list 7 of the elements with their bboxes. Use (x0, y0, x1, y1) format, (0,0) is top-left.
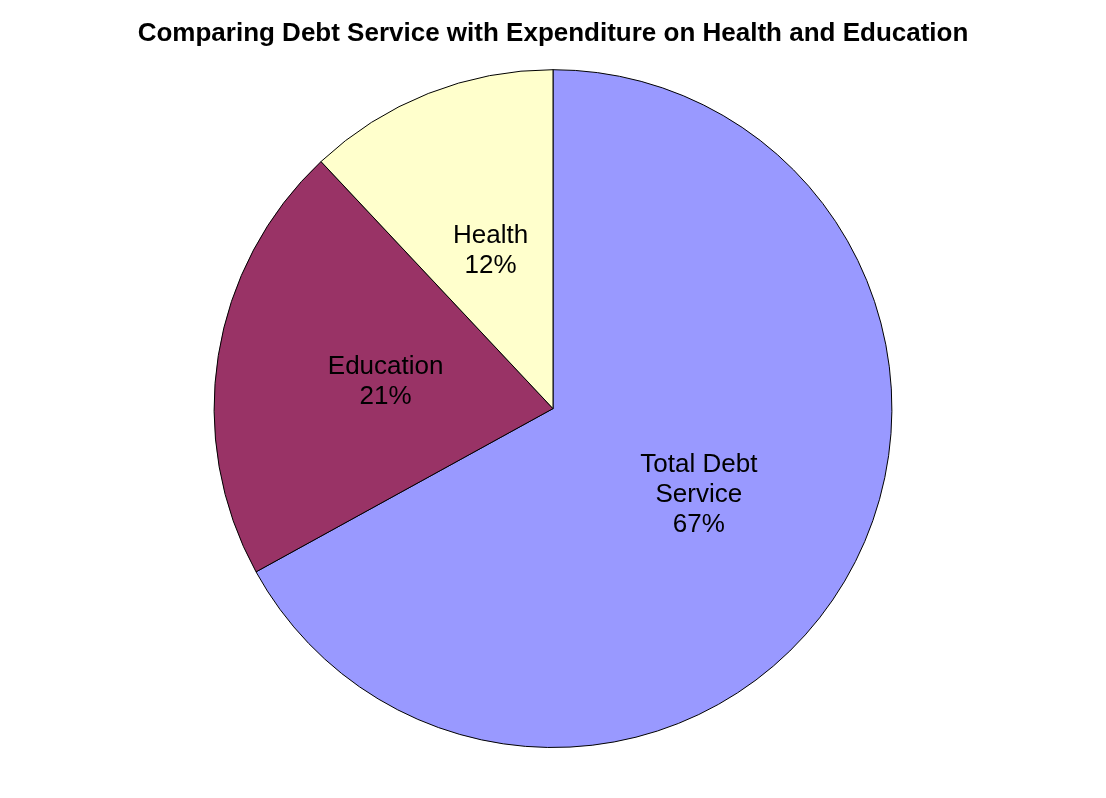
data-label: 67% (672, 508, 725, 539)
slice-label: Health (453, 219, 529, 250)
data-label: 12% (464, 249, 517, 280)
data-label: 21% (359, 380, 412, 411)
chart-title: Comparing Debt Service with Expenditure on Health and Education (137, 16, 969, 47)
slice-label: Total Debt Service (640, 448, 759, 509)
slice-label: Education (327, 350, 444, 381)
